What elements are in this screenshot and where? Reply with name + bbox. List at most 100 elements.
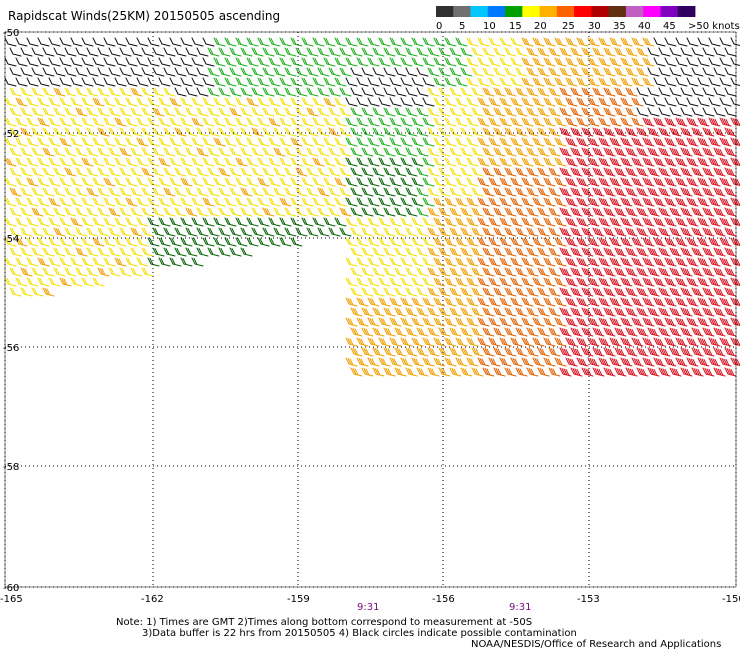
wind-barb: [290, 77, 303, 87]
wind-barb: [64, 147, 77, 157]
wind-barb: [240, 207, 253, 217]
wind-barb: [587, 97, 600, 107]
wind-barb: [405, 107, 418, 117]
wind-barb: [273, 167, 286, 177]
wind-barb: [460, 307, 473, 317]
wind-barb: [603, 147, 616, 157]
wind-barb: [75, 87, 88, 97]
wind-barb: [625, 87, 638, 97]
wind-barb: [427, 207, 440, 217]
wind-barb: [86, 127, 99, 137]
wind-barb: [416, 147, 429, 157]
wind-barb: [416, 247, 429, 257]
wind-barb: [526, 247, 539, 257]
wind-barb: [719, 117, 732, 127]
wind-barb: [697, 277, 710, 287]
wind-barb: [31, 47, 44, 57]
wind-barb: [383, 227, 396, 237]
wind-barb: [416, 187, 429, 197]
wind-barb: [37, 117, 50, 127]
wind-barb: [675, 37, 688, 47]
wind-barb: [576, 117, 589, 127]
wind-barb: [317, 227, 330, 237]
wind-barb: [48, 37, 61, 47]
wind-barb: [356, 357, 369, 367]
wind-barb: [339, 47, 352, 57]
wind-barb: [416, 227, 429, 237]
wind-barb: [587, 57, 600, 67]
wind-barb: [532, 57, 545, 67]
wind-barb: [180, 117, 193, 127]
wind-barb: [708, 57, 721, 67]
wind-barb: [42, 167, 55, 177]
wind-barb: [262, 127, 275, 137]
wind-barb: [603, 187, 616, 197]
wind-barb: [356, 117, 369, 127]
wind-barb: [345, 217, 358, 227]
wind-barb: [235, 57, 248, 67]
wind-barb: [581, 267, 594, 277]
legend-tick-label: 15: [509, 21, 522, 32]
wind-barb: [647, 127, 660, 137]
wind-barb: [125, 57, 138, 67]
wind-barb: [416, 87, 429, 97]
wind-barb: [53, 87, 66, 97]
wind-barb: [493, 87, 506, 97]
wind-barb: [422, 137, 435, 147]
wind-barb: [598, 297, 611, 307]
wind-barb: [246, 117, 259, 127]
wind-barb: [81, 257, 94, 267]
wind-barb: [9, 167, 22, 177]
wind-barb: [708, 77, 721, 87]
wind-barb: [174, 87, 187, 97]
wind-barb: [543, 337, 556, 347]
map-grid: -50-52-54-56-58-60-165 -162 -159 -156 -153 -1…: [0, 28, 740, 605]
wind-barb: [444, 37, 457, 47]
wind-barb: [125, 117, 138, 127]
wind-barb: [92, 157, 105, 167]
wind-barb: [323, 197, 336, 207]
wind-barb: [361, 287, 374, 297]
wind-barb: [268, 77, 281, 87]
wind-barb: [130, 207, 143, 217]
wind-barb: [213, 217, 226, 227]
wind-barb: [196, 207, 209, 217]
wind-barb: [268, 177, 281, 187]
wind-barb: [108, 87, 121, 97]
wind-barb: [680, 67, 693, 77]
wind-barb: [620, 217, 633, 227]
wind-barb: [53, 67, 66, 77]
wind-barb: [477, 277, 490, 287]
wind-barb: [471, 327, 484, 337]
wind-barb: [218, 107, 231, 117]
wind-barb: [708, 237, 721, 247]
wind-barb: [713, 67, 726, 77]
wind-barb: [141, 147, 154, 157]
wind-barb: [675, 57, 688, 67]
wind-barb: [603, 307, 616, 317]
wind-barb: [592, 187, 605, 197]
wind-barb: [92, 217, 105, 227]
wind-barb: [136, 217, 149, 227]
wind-barb: [378, 177, 391, 187]
wind-barb: [284, 167, 297, 177]
wind-barb: [636, 347, 649, 357]
wind-barb: [499, 37, 512, 47]
wind-barb: [158, 77, 171, 87]
wind-barb: [526, 227, 539, 237]
wind-barb: [75, 247, 88, 257]
wind-barb: [257, 237, 270, 247]
wind-barb: [521, 117, 534, 127]
wind-barb: [213, 37, 226, 47]
wind-barb: [642, 157, 655, 167]
wind-barb: [526, 207, 539, 217]
wind-barb: [411, 37, 424, 47]
wind-barb: [246, 177, 259, 187]
wind-barb: [614, 367, 627, 377]
wind-barb: [625, 167, 638, 177]
wind-barb: [433, 257, 446, 267]
wind-barb: [147, 177, 160, 187]
wind-barb: [570, 207, 583, 217]
wind-barb: [713, 367, 726, 377]
legend-tick-label: 20: [534, 21, 547, 32]
